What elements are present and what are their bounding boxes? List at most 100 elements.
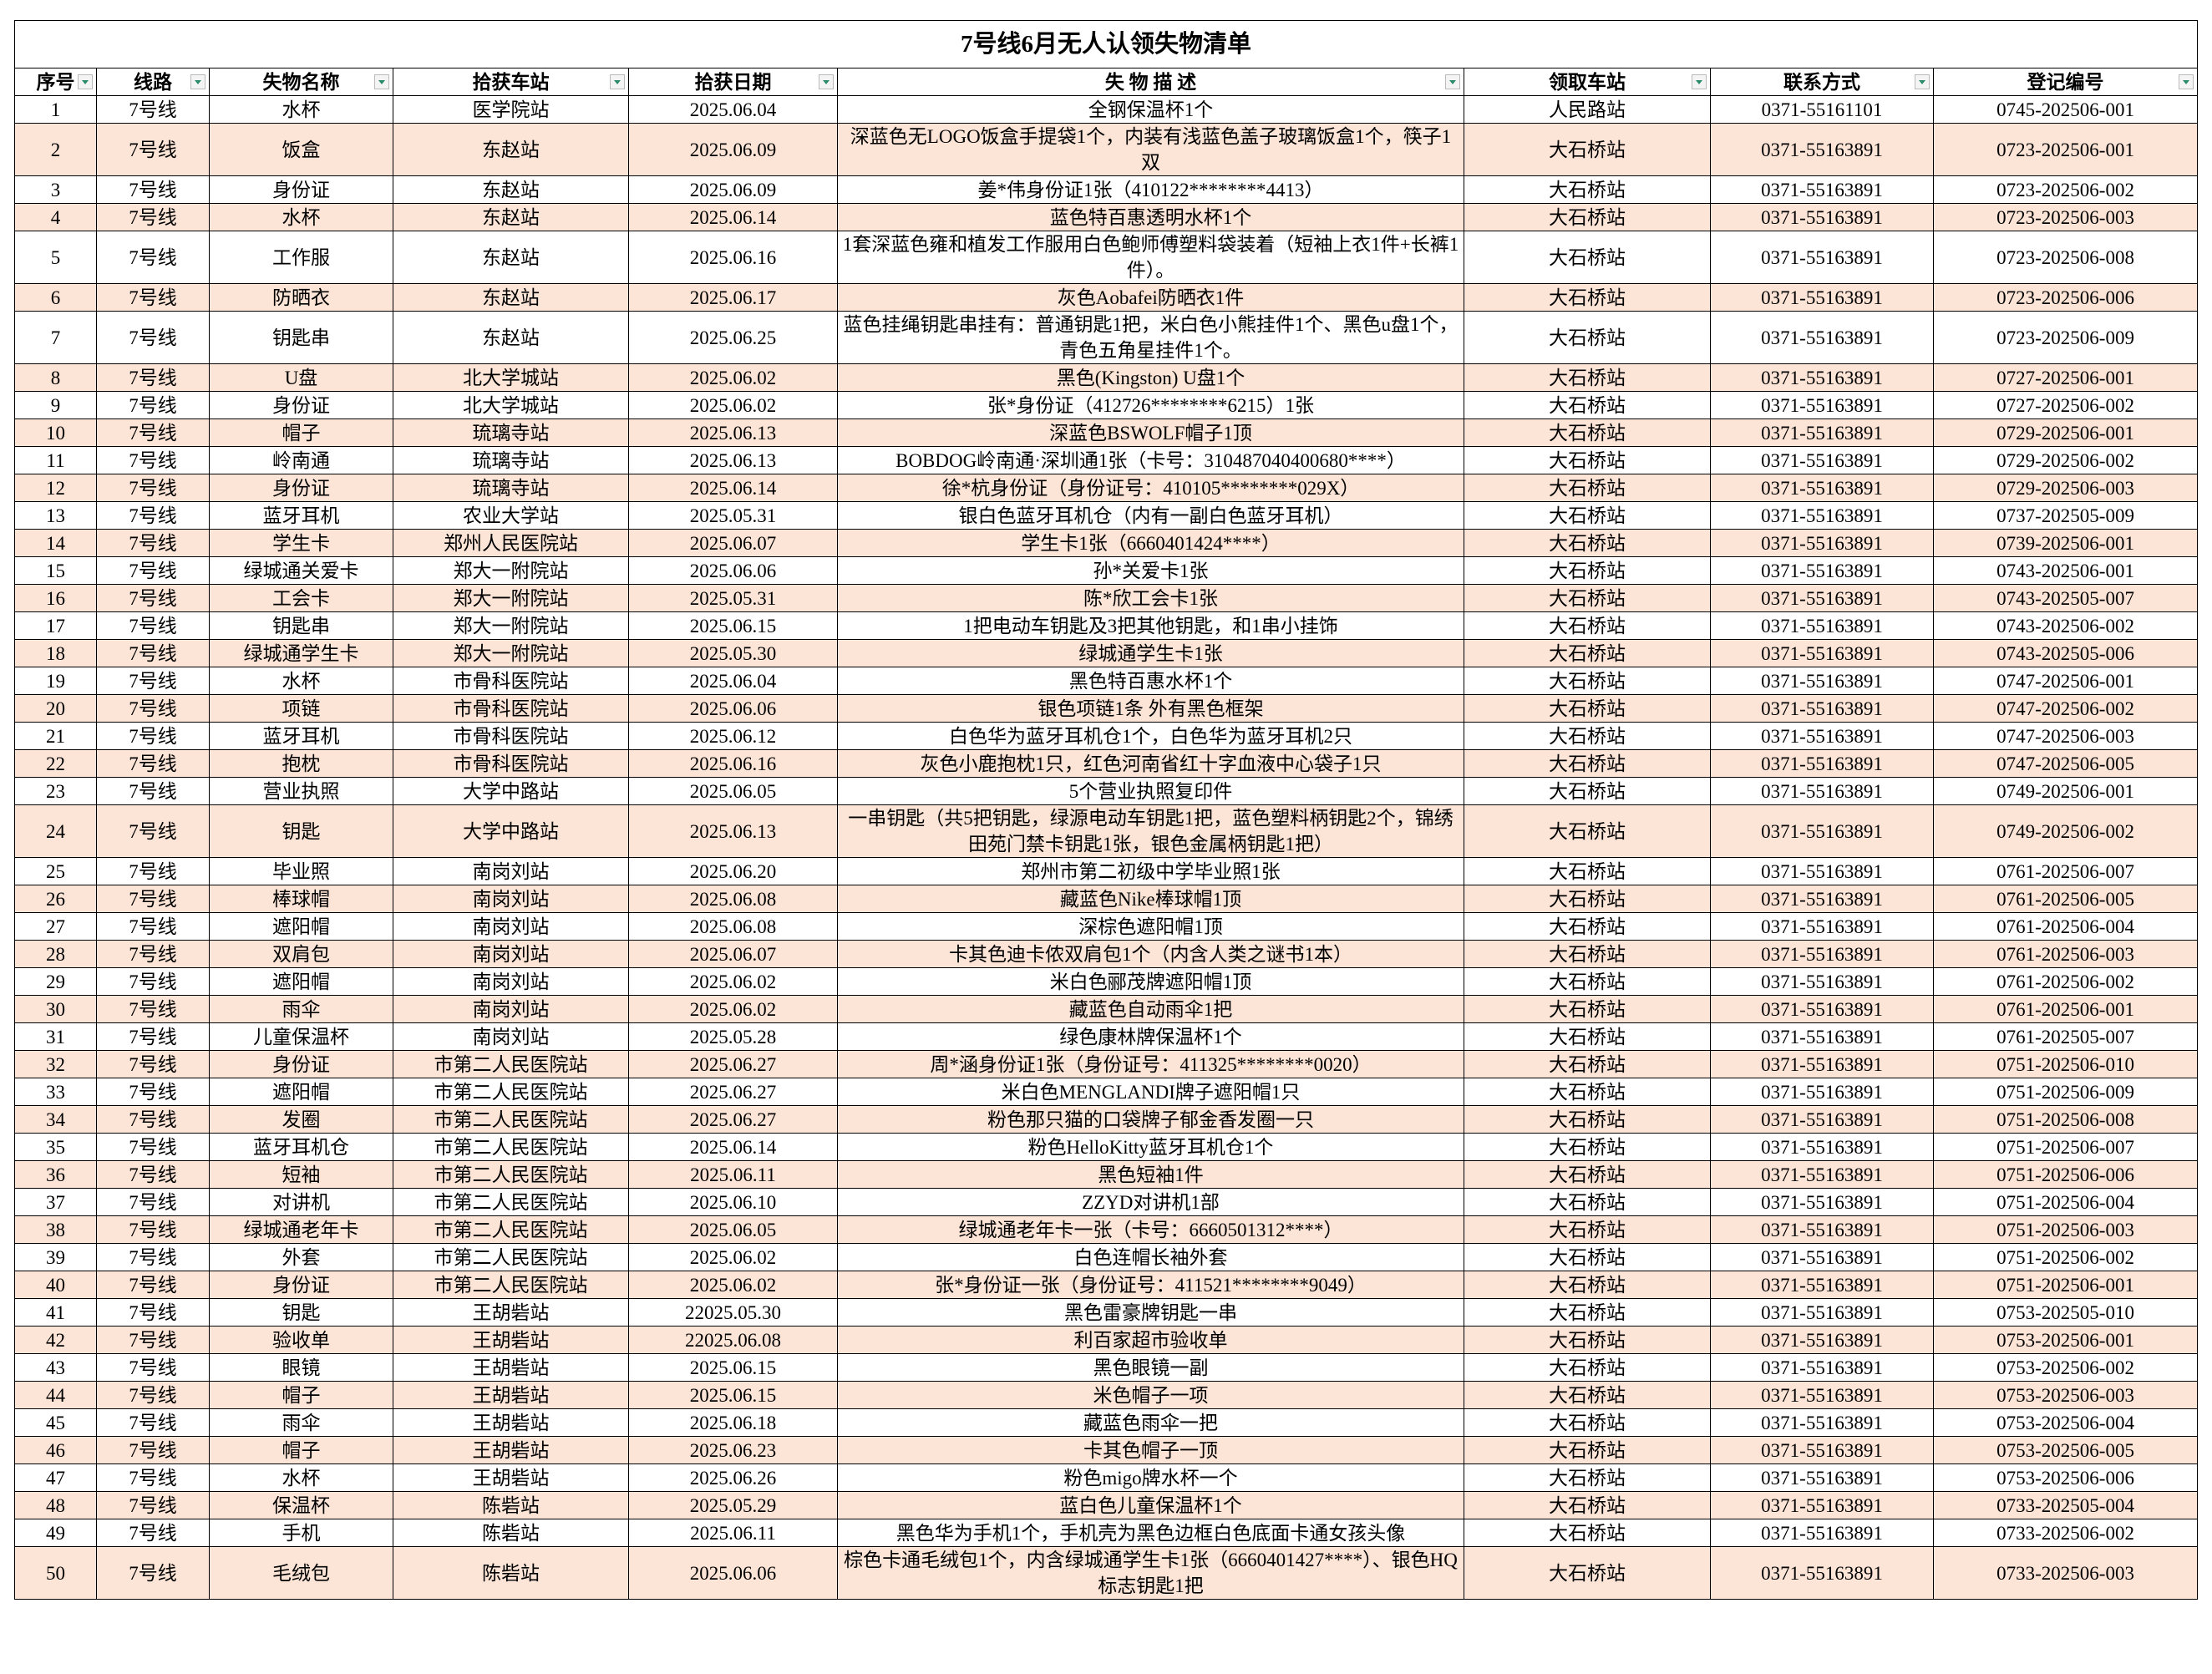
table-cell: 市第二人民医院站: [393, 1133, 629, 1161]
table-cell: 市骨科医院站: [393, 722, 629, 750]
table-cell: 大石桥站: [1464, 857, 1711, 885]
table-cell: 0723-202506-001: [1932, 123, 2199, 176]
column-header: 登记编号: [1932, 68, 2199, 96]
table-cell: 张*身份证（412726********6215）1张: [837, 391, 1464, 419]
table-cell: 7号线: [96, 391, 210, 419]
table-row: 5 7号线 工作服 东赵站 2025.06.16 1套深蓝色雍和植发工作服用白色鲍师傅塑料…: [14, 231, 2199, 284]
table-cell: 0751-202506-004: [1932, 1188, 2199, 1216]
table-row: 14 7号线 学生卡 郑州人民医院站 2025.06.07 学生卡1张（666040142…: [14, 529, 2199, 557]
table-cell: 南岗刘站: [393, 912, 629, 941]
table-cell: 大石桥站: [1464, 231, 1711, 284]
table-cell: 0371-55163891: [1710, 1519, 1934, 1547]
table-cell: 郑大一附院站: [393, 639, 629, 667]
table-cell: 7号线: [96, 749, 210, 778]
table-cell: 绿城通关爱卡: [209, 556, 393, 585]
table-cell: 4: [14, 203, 97, 231]
table-cell: 2025.06.17: [628, 283, 838, 312]
table-cell: 0747-202506-005: [1932, 749, 2199, 778]
table-cell: 2025.06.15: [628, 1353, 838, 1382]
table-cell: 0761-202506-003: [1932, 940, 2199, 968]
column-header: 线路: [96, 68, 210, 96]
table-cell: 双肩包: [209, 940, 393, 968]
table-row: 24 7号线 钥匙 大学中路站 2025.06.13 一串钥匙（共5把钥匙，绿源电动车钥匙…: [14, 804, 2199, 858]
table-cell: 0371-55163891: [1710, 694, 1934, 723]
table-cell: 学生卡: [209, 529, 393, 557]
table-cell: 7号线: [96, 363, 210, 392]
table-cell: 2025.06.02: [628, 1243, 838, 1271]
filter-button[interactable]: [1915, 74, 1930, 89]
table-cell: 0751-202506-001: [1932, 1271, 2199, 1299]
table-cell: 0371-55163891: [1710, 231, 1934, 284]
table-cell: 大石桥站: [1464, 912, 1711, 941]
table-cell: 绿城通老年卡一张（卡号：6660501312****）: [837, 1215, 1464, 1244]
table-cell: 帽子: [209, 1381, 393, 1409]
filter-button[interactable]: [1445, 74, 1460, 89]
table-cell: 银白色蓝牙耳机仓（内有一副白色蓝牙耳机）: [837, 501, 1464, 530]
filter-button[interactable]: [819, 74, 834, 89]
table-cell: 钥匙串: [209, 311, 393, 364]
table-cell: 大石桥站: [1464, 1436, 1711, 1464]
table-cell: 1套深蓝色雍和植发工作服用白色鲍师傅塑料袋装着（短袖上衣1件+长裤1件）。: [837, 231, 1464, 284]
table-cell: 琉璃寺站: [393, 418, 629, 447]
filter-button[interactable]: [2179, 74, 2194, 89]
table-cell: 7号线: [96, 283, 210, 312]
filter-button[interactable]: [78, 74, 93, 89]
table-cell: 7号线: [96, 804, 210, 858]
table-cell: 大石桥站: [1464, 1243, 1711, 1271]
table-cell: 0747-202506-003: [1932, 722, 2199, 750]
table-row: 38 7号线 绿城通老年卡 市第二人民医院站 2025.06.05 绿城通老年卡一张（卡号…: [14, 1215, 2199, 1244]
table-cell: 雨伞: [209, 1408, 393, 1437]
table-cell: 一串钥匙（共5把钥匙，绿源电动车钥匙1把，蓝色塑料柄钥匙2个，锦绣田苑门禁卡钥匙…: [837, 804, 1464, 858]
table-cell: 0723-202506-002: [1932, 175, 2199, 204]
table-cell: 0733-202505-004: [1932, 1491, 2199, 1519]
table-cell: 2025.06.15: [628, 1381, 838, 1409]
table-row: 10 7号线 帽子 琉璃寺站 2025.06.13 深蓝色BSWOLF帽子1顶 大石桥站 03…: [14, 418, 2199, 447]
table-cell: 13: [14, 501, 97, 530]
table-cell: 帽子: [209, 1436, 393, 1464]
filter-button[interactable]: [190, 74, 205, 89]
table-row: 30 7号线 雨伞 南岗刘站 2025.06.02 藏蓝色自动雨伞1把 大石桥站 0371-5…: [14, 995, 2199, 1023]
table-cell: 大石桥站: [1464, 1160, 1711, 1189]
table-cell: 蓝牙耳机仓: [209, 1133, 393, 1161]
table-cell: 郑大一附院站: [393, 556, 629, 585]
table-cell: 深棕色遮阳帽1顶: [837, 912, 1464, 941]
table-cell: 蓝色特百惠透明水杯1个: [837, 203, 1464, 231]
table-cell: 2025.06.13: [628, 804, 838, 858]
table-cell: 蓝白色儿童保温杯1个: [837, 1491, 1464, 1519]
table-cell: 7号线: [96, 203, 210, 231]
table-cell: 19: [14, 667, 97, 695]
table-cell: 7号线: [96, 639, 210, 667]
table-cell: 43: [14, 1353, 97, 1382]
table-cell: 0761-202506-002: [1932, 967, 2199, 996]
table-row: 4 7号线 水杯 东赵站 2025.06.14 蓝色特百惠透明水杯1个 大石桥站 0371-5…: [14, 203, 2199, 231]
table-cell: 大石桥站: [1464, 501, 1711, 530]
table-cell: 饭盒: [209, 123, 393, 176]
filter-button[interactable]: [1692, 74, 1707, 89]
table-cell: 39: [14, 1243, 97, 1271]
table-cell: 大石桥站: [1464, 995, 1711, 1023]
table-cell: 毛绒包: [209, 1546, 393, 1600]
table-cell: 7号线: [96, 501, 210, 530]
table-cell: ZZYD对讲机1部: [837, 1188, 1464, 1216]
filter-button[interactable]: [610, 74, 625, 89]
table-row: 37 7号线 对讲机 市第二人民医院站 2025.06.10 ZZYD对讲机1部 大石桥站 0…: [14, 1188, 2199, 1216]
filter-button[interactable]: [374, 74, 389, 89]
table-cell: 对讲机: [209, 1188, 393, 1216]
table-cell: 0371-55163891: [1710, 529, 1934, 557]
table-cell: 2025.06.11: [628, 1160, 838, 1189]
table-cell: 大石桥站: [1464, 1188, 1711, 1216]
table-row: 39 7号线 外套 市第二人民医院站 2025.06.02 白色连帽长袖外套 大石桥站 037…: [14, 1243, 2199, 1271]
table-cell: 7号线: [96, 1546, 210, 1600]
table-cell: 2025.06.05: [628, 1215, 838, 1244]
table-cell: 3: [14, 175, 97, 204]
table-cell: 0371-55163891: [1710, 1298, 1934, 1327]
table-cell: 7号线: [96, 1160, 210, 1189]
table-cell: 0743-202505-006: [1932, 639, 2199, 667]
table-cell: 7号线: [96, 231, 210, 284]
table-cell: 农业大学站: [393, 501, 629, 530]
table-cell: 25: [14, 857, 97, 885]
table-row: 40 7号线 身份证 市第二人民医院站 2025.06.02 张*身份证一张（身份证号：4…: [14, 1271, 2199, 1299]
table-cell: 绿城通学生卡: [209, 639, 393, 667]
table-cell: 2025.05.28: [628, 1022, 838, 1051]
